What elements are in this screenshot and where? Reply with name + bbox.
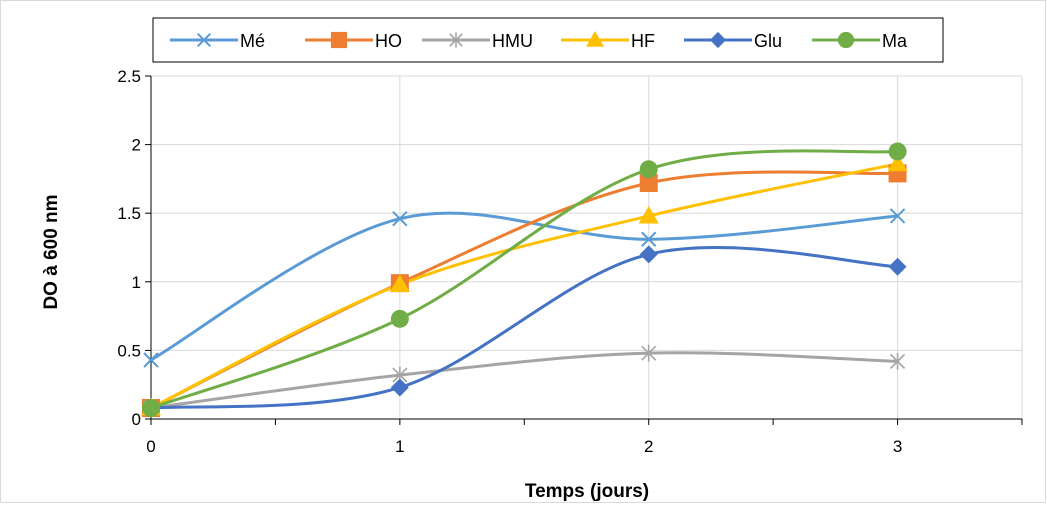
y-tick-label: 0.5 [117,341,141,360]
data-point-mé [889,208,906,224]
data-point-mé [641,231,657,247]
x-tick-label: 2 [644,437,653,456]
legend: Mé HO HMU HF Glu Ma [152,17,944,63]
legend-item: Ma [812,31,908,51]
series-lines [149,149,900,410]
axes [145,75,1023,425]
data-point-mé-stroke [392,210,408,227]
legend-label: HMU [492,31,533,51]
data-point-ma [888,142,907,161]
legend-label: Mé [240,31,265,51]
legend-box [152,17,944,63]
legend-marker [586,31,604,47]
data-point-ma [639,160,658,179]
legend-marker [330,31,348,49]
data-point-glu [888,257,907,276]
legend-marker-stroke [196,32,212,48]
y-tick-label: 1.5 [117,204,141,223]
y-tick-label: 2.5 [117,67,141,86]
legend-label: HF [631,31,655,51]
gridlines [151,75,1023,419]
data-point-hmu [890,352,906,370]
data-point-hf [638,205,659,224]
data-point-glu [639,245,658,264]
legend-label: Glu [754,31,782,51]
data-point-ma [390,309,409,328]
legend-item: HF [561,31,655,51]
data-point-mé [143,352,159,368]
legend-marker [196,32,212,48]
legend-item: Mé [170,31,265,51]
data-point-hf [389,274,410,293]
tick-labels: 0 0.5 1 1.5 2 2.5 0 1 2 3 [117,67,902,456]
series-line-hmu [149,351,900,410]
y-tick-label: 1 [132,273,141,292]
series-line-glu [149,246,900,410]
legend-marker [709,31,727,49]
legend-label: HO [375,31,402,51]
data-point-ma [142,399,160,418]
data-point-hf [887,153,908,172]
x-tick-label: 1 [395,437,404,456]
data-point-mé-stroke [641,231,657,247]
data-point-mé-stroke [143,352,159,368]
data-point-mé [392,210,408,227]
legend-marker [449,32,463,48]
x-tick-label: 0 [146,437,155,456]
data-point-hmu [641,344,657,362]
y-axis-title: DO à 600 nm [41,194,62,309]
y-tick-label: 2 [132,136,141,155]
series-line-mé [149,211,900,362]
x-tick-label: 3 [893,437,902,456]
x-axis-title: Temps (jours) [525,481,649,502]
series-line-hf [149,162,900,410]
data-point-glu [390,378,409,397]
data-point-mé-stroke [889,208,906,224]
legend-item: HO [305,31,402,51]
y-tick-label: 0 [132,410,141,429]
data-point-ho [639,174,658,193]
legend-label: Ma [882,31,908,51]
legend-item: Glu [684,31,782,51]
series-line-ma [149,149,900,410]
series-markers [141,142,908,418]
legend-marker [837,31,855,49]
legend-item: HMU [422,31,533,51]
